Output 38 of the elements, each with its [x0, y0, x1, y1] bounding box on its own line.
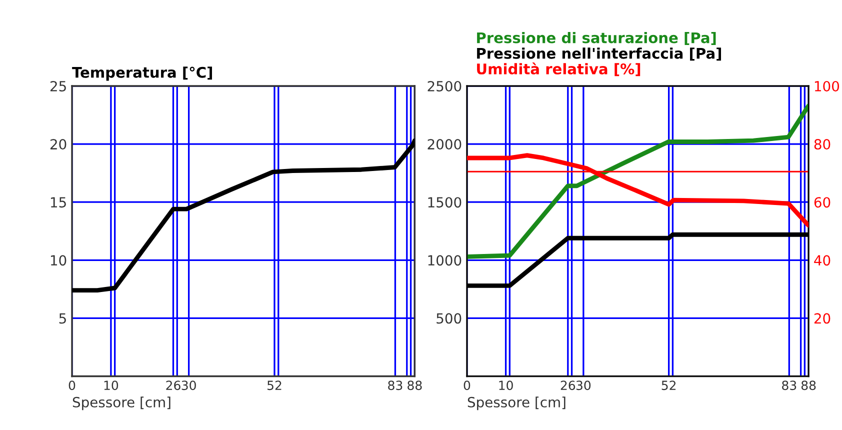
x-tick-label: 52: [268, 380, 282, 390]
y2-tick-label: 60: [814, 197, 830, 208]
x-tick-label: 83: [388, 380, 402, 390]
x-tick-label: 83: [782, 380, 796, 390]
x-tick-label: 30: [576, 380, 591, 390]
x-tick-label: 10: [104, 380, 118, 390]
y-tick-label: 20: [50, 139, 66, 150]
chart-title: Temperatura [°C]: [72, 66, 212, 81]
y-tick-label: 500: [436, 313, 462, 324]
x-tick-label: 30: [182, 380, 196, 390]
y2-tick-label: 100: [814, 80, 840, 92]
text: Pressione nell'interfaccia [Pa]: [477, 48, 722, 61]
y-tick-label: 5: [59, 313, 66, 324]
y-tick-label: 1000: [428, 255, 462, 266]
y-tick-label: 15: [50, 197, 66, 208]
x-tick-label: 0: [68, 380, 76, 390]
y-tick-label: 1500: [428, 197, 462, 208]
y2-tick-label: 80: [814, 139, 830, 150]
x-axis-title: Spessore [cm]: [72, 396, 170, 410]
x-tick-label: 52: [662, 380, 676, 390]
text: Umidità relativa [%]: [477, 62, 640, 76]
x-axis-title: Spessore [cm]: [468, 396, 566, 410]
y2-tick-label: 20: [814, 313, 830, 324]
y-tick-label: 10: [50, 255, 66, 266]
line-series: [466, 153, 809, 228]
y-tick-label: 2500: [428, 80, 462, 92]
x-tick-label: 88: [408, 380, 422, 390]
x-tick-label: 88: [801, 380, 816, 390]
y-tick-label: 2000: [428, 139, 462, 150]
x-tick-label: 10: [499, 380, 513, 390]
line-series: [72, 138, 415, 293]
x-tick-label: 26: [560, 380, 576, 390]
line-series: [466, 104, 809, 259]
text: Pressione di saturazione [Pa]: [477, 32, 716, 45]
x-tick-label: 26: [166, 380, 180, 390]
y-tick-label: 25: [50, 80, 66, 92]
y2-tick-label: 40: [814, 255, 830, 266]
x-tick-label: 0: [464, 380, 470, 390]
